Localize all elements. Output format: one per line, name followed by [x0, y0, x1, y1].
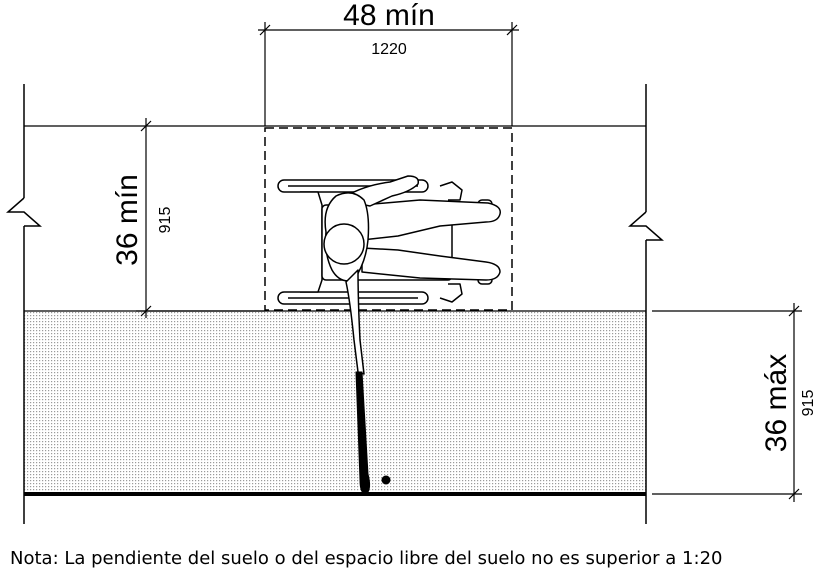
width-dimension-metric: 1220 [371, 41, 407, 58]
left-wall [6, 84, 42, 524]
width-dimension-label: 48 mín [343, 0, 435, 32]
reach-hand [355, 371, 371, 495]
depth-dimension [136, 118, 265, 318]
slope-note: Nota: La pendiente del suelo o del espac… [10, 548, 723, 569]
reach-dimension-label: 36 máx [760, 354, 793, 452]
reach-dimension [652, 303, 802, 502]
wheelchair-user-figure [277, 175, 501, 375]
clear-floor-space [264, 127, 513, 311]
obstruction-area [24, 311, 646, 493]
reach-dimension-metric: 915 [800, 390, 817, 417]
floor-line [24, 492, 646, 496]
reach-target [381, 475, 391, 485]
depth-dimension-label: 36 mín [111, 174, 144, 266]
head [323, 223, 365, 265]
depth-dimension-metric: 915 [157, 207, 174, 234]
right-wall [628, 84, 664, 524]
width-dimension [258, 22, 519, 126]
